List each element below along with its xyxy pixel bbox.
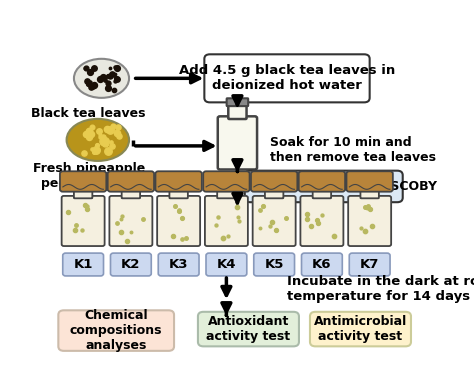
Text: Add 10% (v/v) kombucha SCOBY: Add 10% (v/v) kombucha SCOBY [211,180,437,193]
FancyBboxPatch shape [360,189,379,198]
FancyBboxPatch shape [253,196,296,246]
Ellipse shape [74,59,129,98]
FancyBboxPatch shape [346,171,393,192]
Text: Antimicrobial
activity test: Antimicrobial activity test [314,315,407,343]
FancyBboxPatch shape [255,201,293,244]
Text: Fresh pineapple
peel and core: Fresh pineapple peel and core [33,162,145,190]
Text: Chemical
compositions
analyses: Chemical compositions analyses [70,309,163,352]
FancyBboxPatch shape [169,189,188,198]
FancyBboxPatch shape [122,189,140,198]
FancyBboxPatch shape [64,201,102,244]
FancyBboxPatch shape [198,312,299,346]
FancyBboxPatch shape [303,201,341,244]
Text: K7: K7 [360,258,379,271]
Text: K5: K5 [264,258,284,271]
Text: K2: K2 [121,258,141,271]
FancyBboxPatch shape [63,253,103,276]
FancyBboxPatch shape [301,253,342,276]
FancyBboxPatch shape [254,253,294,276]
Text: K6: K6 [312,258,332,271]
FancyBboxPatch shape [348,196,391,246]
FancyBboxPatch shape [157,196,200,246]
Text: Black tea leaves: Black tea leaves [31,107,146,120]
Ellipse shape [66,119,129,161]
FancyBboxPatch shape [205,196,248,246]
FancyBboxPatch shape [155,171,202,192]
FancyBboxPatch shape [227,98,248,106]
FancyBboxPatch shape [251,171,297,192]
FancyBboxPatch shape [62,196,105,246]
FancyBboxPatch shape [265,189,283,198]
FancyBboxPatch shape [158,253,199,276]
FancyBboxPatch shape [112,201,150,244]
Text: Add 4.5 g black tea leaves in
deionized hot water: Add 4.5 g black tea leaves in deionized … [179,64,395,92]
FancyBboxPatch shape [109,196,152,246]
FancyBboxPatch shape [58,310,174,351]
Text: Incubate in the dark at room
temperature for 14 days: Incubate in the dark at room temperature… [287,275,474,303]
FancyBboxPatch shape [108,171,154,192]
Text: K4: K4 [217,258,236,271]
FancyBboxPatch shape [217,189,236,198]
FancyBboxPatch shape [60,171,106,192]
FancyBboxPatch shape [310,312,411,346]
FancyBboxPatch shape [228,105,246,119]
FancyBboxPatch shape [160,201,198,244]
FancyBboxPatch shape [299,171,345,192]
FancyBboxPatch shape [74,189,92,198]
FancyBboxPatch shape [203,171,250,192]
FancyBboxPatch shape [245,171,403,202]
FancyBboxPatch shape [313,189,331,198]
Text: Antioxidant
activity test: Antioxidant activity test [206,315,291,343]
FancyBboxPatch shape [301,196,343,246]
FancyBboxPatch shape [351,201,389,244]
Text: K3: K3 [169,258,188,271]
FancyBboxPatch shape [208,201,246,244]
FancyBboxPatch shape [218,116,257,170]
Text: Soak for 10 min and
then remove tea leaves: Soak for 10 min and then remove tea leav… [271,136,437,165]
FancyBboxPatch shape [204,54,370,102]
FancyBboxPatch shape [206,253,247,276]
FancyBboxPatch shape [110,253,151,276]
Text: K1: K1 [73,258,93,271]
FancyBboxPatch shape [349,253,390,276]
